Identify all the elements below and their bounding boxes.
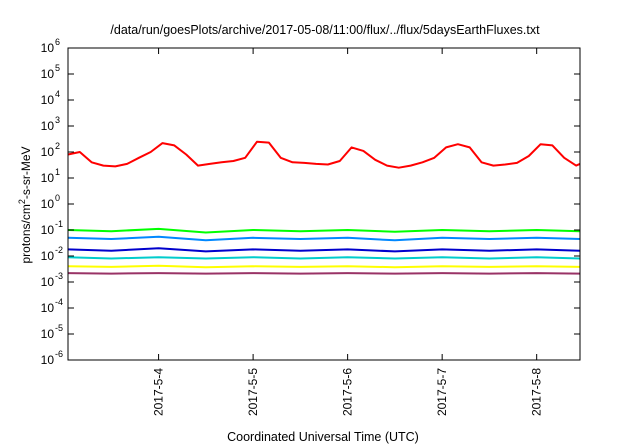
y-tick-label: 10	[41, 93, 55, 107]
x-tick-label: 2017-5-6	[341, 368, 355, 416]
y-tick-label: 10	[41, 275, 55, 289]
y-tick-label: 10	[41, 41, 55, 55]
y-tick-label-exponent: 3	[55, 115, 60, 125]
series-line-4	[67, 256, 581, 260]
y-tick-label: 10	[41, 353, 55, 367]
y-tick-label: 10	[41, 327, 55, 341]
y-tick-label: 10	[41, 249, 55, 263]
y-tick-label-exponent: 1	[55, 167, 60, 177]
y-axis-label: protons/cm2-s-sr-MeV	[17, 146, 33, 263]
y-tick-label: 10	[41, 67, 55, 81]
y-tick-label-exponent: 6	[55, 37, 60, 47]
series-line-3	[67, 247, 581, 253]
y-tick-label-exponent: -1	[55, 219, 63, 229]
y-tick-label-exponent: -2	[55, 245, 63, 255]
series-line-0	[67, 140, 581, 169]
y-tick-label-exponent: 0	[55, 193, 60, 203]
x-tick-label: 2017-5-7	[435, 368, 449, 416]
y-tick-label: 10	[41, 171, 55, 185]
series-line-1	[67, 227, 581, 234]
plot-frame	[67, 47, 581, 361]
y-tick-label: 10	[41, 301, 55, 315]
series-line-2	[67, 235, 581, 242]
x-tick-label: 2017-5-8	[530, 368, 544, 416]
y-tick-label-exponent: 2	[55, 141, 60, 151]
series-line-6	[67, 272, 581, 275]
y-tick-label-exponent: -4	[55, 297, 63, 307]
y-axis-label-superscript: 2	[17, 199, 27, 204]
y-tick-label-exponent: -6	[55, 349, 63, 359]
y-tick-label: 10	[41, 197, 55, 211]
x-tick-label: 2017-5-4	[152, 368, 166, 416]
x-tick-label: 2017-5-5	[246, 368, 260, 416]
series-line-5	[67, 264, 581, 269]
y-tick-label: 10	[41, 119, 55, 133]
chart-title: /data/run/goesPlots/archive/2017-05-08/1…	[110, 23, 540, 37]
series-layer	[67, 140, 581, 275]
y-tick-label-exponent: -3	[55, 271, 63, 281]
y-tick-label-exponent: -5	[55, 323, 63, 333]
y-tick-label: 10	[41, 145, 55, 159]
x-axis-label: Coordinated Universal Time (UTC)	[227, 430, 419, 444]
y-tick-label-exponent: 5	[55, 63, 60, 73]
y-tick-label-exponent: 4	[55, 89, 60, 99]
y-tick-label: 10	[41, 223, 55, 237]
x-axis-ticks: 2017-5-4 2017-5-5 2017-5-6 2017-5-7 2017-5-8	[152, 48, 544, 416]
